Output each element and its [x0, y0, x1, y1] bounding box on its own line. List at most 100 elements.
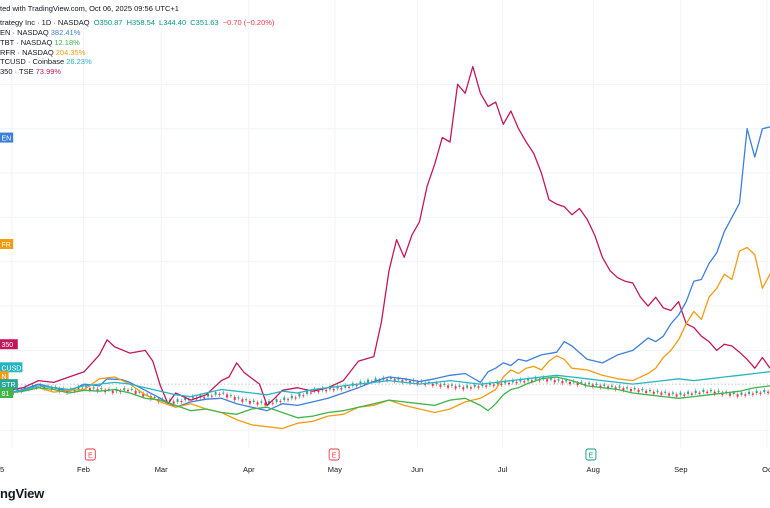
legend-item[interactable]: TBT · NASDAQ 12.18%	[0, 38, 80, 47]
candle-body	[546, 379, 549, 382]
candle-body	[610, 385, 613, 387]
candle-body	[637, 389, 640, 393]
x-tick-label: 5	[0, 465, 4, 474]
candle-body	[709, 389, 712, 392]
candle-body	[462, 387, 465, 390]
candle-body	[668, 393, 671, 396]
axis-badge: STR	[0, 379, 18, 390]
series-line	[7, 246, 770, 430]
event-marker[interactable]: E	[84, 448, 96, 461]
candle-body	[283, 397, 286, 401]
candle-body	[374, 378, 377, 381]
candle-body	[565, 380, 568, 382]
axis-badge: EN	[0, 132, 14, 143]
candle-body	[671, 392, 674, 394]
candle-body	[629, 389, 632, 392]
candle-body	[39, 384, 42, 386]
candle-body	[245, 399, 248, 401]
candle-body	[675, 394, 678, 397]
axis-badge: 350	[0, 339, 18, 350]
legend-item[interactable]: 350 · TSE 73.99%	[0, 67, 61, 76]
axis-badge-bg	[0, 132, 14, 143]
candle-body	[530, 380, 533, 382]
candle-body	[306, 390, 309, 394]
candle-body	[229, 395, 232, 397]
candle-body	[496, 381, 499, 385]
candle-body	[656, 390, 659, 393]
axis-badge-label: CUSD	[2, 365, 22, 372]
legend-item[interactable]: TCUSD · Coinbase 26.23%	[0, 57, 92, 66]
candle-body	[138, 391, 141, 393]
candle-body	[763, 389, 766, 393]
candle-body	[466, 385, 469, 388]
candle-body	[549, 378, 552, 380]
candle-body	[264, 403, 267, 406]
candle-body	[534, 377, 537, 380]
candle-body	[50, 387, 53, 390]
candle-body	[645, 390, 648, 394]
candle-body	[146, 394, 149, 396]
candle-body	[298, 393, 301, 397]
candle-body	[184, 397, 187, 401]
event-marker[interactable]: E	[328, 448, 340, 461]
candle-body	[66, 390, 69, 394]
legend-item[interactable]: EN · NASDAQ 382.41%	[0, 28, 80, 37]
legend-value: 382.41%	[50, 28, 81, 37]
candle-body	[336, 386, 339, 389]
candle-body	[519, 379, 522, 382]
candle-body	[698, 392, 701, 394]
legend-item[interactable]: RFR · NASDAQ 204.35%	[0, 48, 85, 57]
legend-value: 73.99%	[35, 67, 62, 77]
candle-body	[290, 395, 293, 399]
axis-badge: FR	[0, 239, 14, 249]
candle-body	[447, 385, 450, 388]
candle-body	[450, 384, 453, 386]
candle-body	[492, 384, 495, 386]
candle-body	[96, 389, 99, 392]
event-marker[interactable]: E	[585, 448, 597, 461]
candle-body	[142, 393, 145, 397]
candle-body	[595, 383, 598, 386]
candle-body	[435, 382, 438, 385]
candle-body	[256, 402, 259, 405]
candle-body	[576, 382, 579, 386]
candle-body	[713, 391, 716, 394]
x-tick-label: Aug	[587, 465, 600, 474]
candle-body	[717, 390, 720, 393]
candle-body	[439, 384, 442, 387]
candle-body	[359, 381, 362, 385]
candle-body	[633, 388, 636, 390]
candle-body	[222, 392, 225, 394]
candle-body	[500, 383, 503, 386]
candle-body	[481, 383, 484, 386]
candle-body	[469, 387, 472, 389]
candle-body	[504, 381, 507, 384]
candle-body	[123, 388, 126, 391]
candle-body	[317, 390, 320, 393]
axis-badge-label: STR	[2, 382, 16, 389]
candle-body	[652, 391, 655, 394]
candle-body	[664, 391, 667, 394]
candle-body	[660, 392, 663, 395]
candle-body	[111, 390, 114, 394]
series-line	[7, 65, 770, 407]
candle-body	[458, 385, 461, 387]
candle-body	[443, 383, 446, 386]
candle-body	[626, 387, 629, 389]
candle-body	[397, 378, 400, 380]
candle-body	[702, 389, 705, 393]
event-marker-box	[585, 448, 597, 461]
ohlc-open: O350.87	[93, 18, 123, 27]
legend-label: 350 · TSE	[0, 67, 34, 77]
candle-body	[85, 386, 88, 388]
candle-body	[210, 395, 213, 397]
candle-body	[408, 381, 411, 384]
x-tick-label: Jul	[498, 465, 508, 474]
candle-body	[614, 387, 617, 390]
candle-body	[248, 400, 251, 404]
axis-badge: CUSD	[0, 362, 23, 373]
candle-body	[454, 386, 457, 389]
candle-body	[279, 400, 282, 402]
legend-value: 26.23%	[66, 57, 92, 67]
